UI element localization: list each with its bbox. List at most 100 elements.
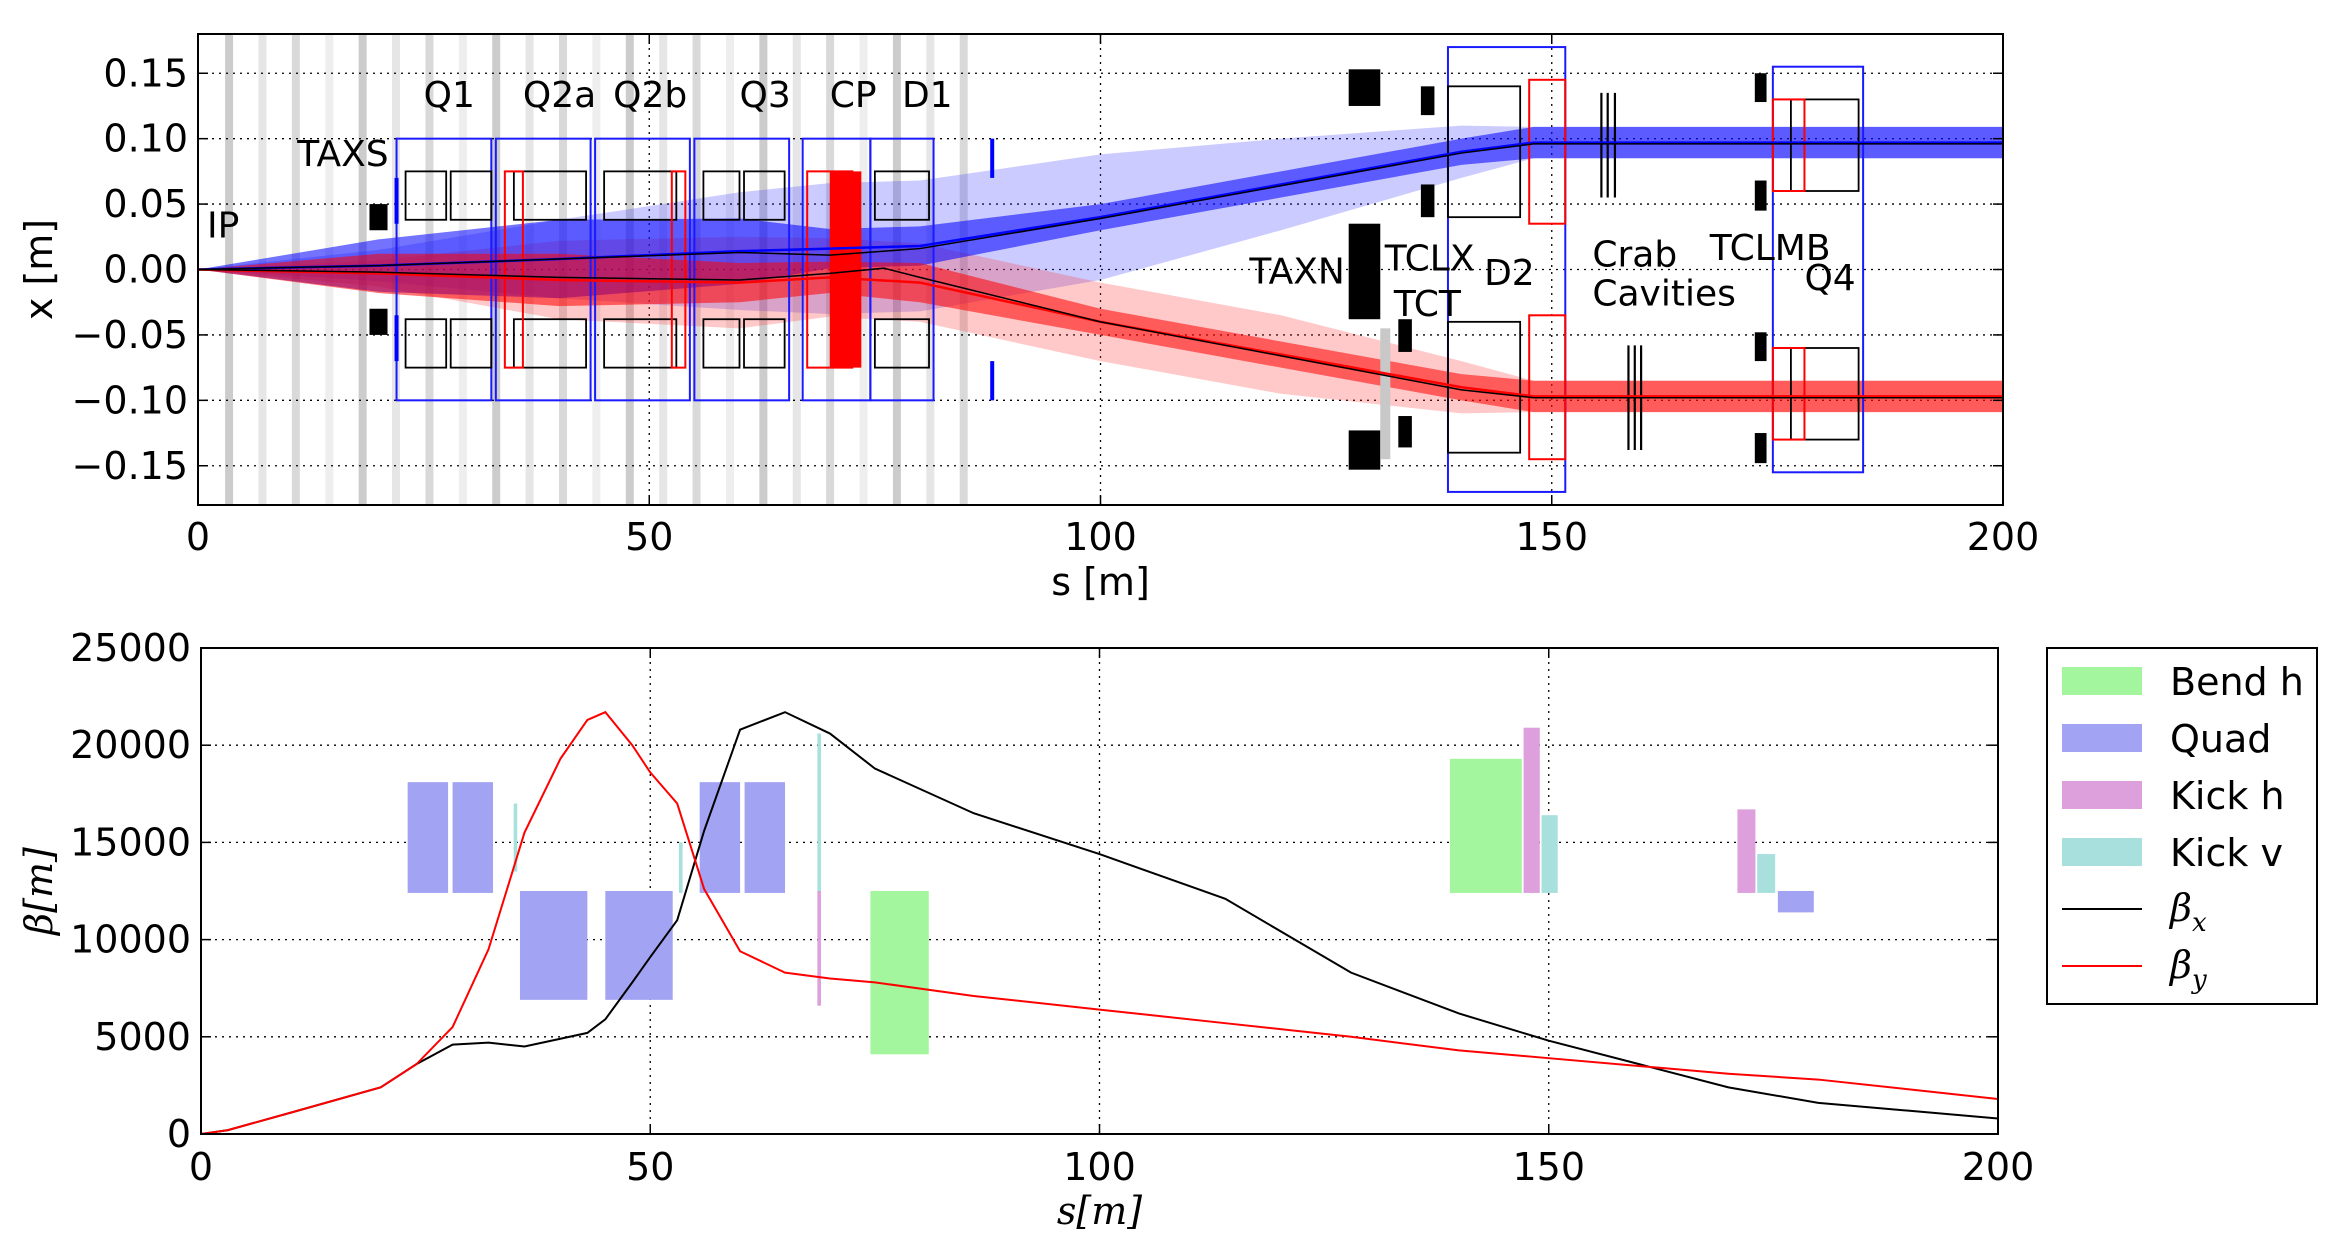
tunnel-band: [959, 34, 968, 505]
legend-swatch: [2062, 838, 2142, 866]
magnet-aperture: [743, 170, 786, 221]
element-label: D1: [902, 75, 953, 116]
magnet-aperture: [1790, 98, 1860, 192]
legend-subscript: y: [2191, 965, 2207, 995]
y-tick-label: 20000: [70, 723, 191, 767]
x-tick-label: 50: [626, 1145, 674, 1189]
legend-frame: [2046, 647, 2318, 1005]
corrector-aperture: [670, 170, 687, 369]
absorber-block: [1420, 184, 1435, 218]
element-patch-kick-v: [817, 733, 821, 893]
absorber-block: [1348, 69, 1381, 106]
element-patch-bend-h: [870, 891, 929, 1055]
y-tick-label: 15000: [70, 820, 191, 864]
magnet-aperture: [449, 170, 493, 221]
y-tick-label: −0.05: [72, 313, 188, 357]
element-label: TCLMB: [1709, 228, 1831, 269]
beam2-reference-orbit: [198, 267, 2003, 399]
magnet-aperture: [603, 170, 678, 221]
y-tick-label: 0.00: [103, 248, 188, 292]
magnet-aperture: [404, 170, 448, 221]
element-patch-bend-h: [1449, 758, 1522, 893]
absorber-block: [1398, 416, 1412, 448]
magnet-aperture: [702, 170, 741, 221]
y-tick-label: 5000: [94, 1015, 191, 1059]
magnet-aperture: [1447, 85, 1522, 219]
x-tick-label: 200: [1967, 515, 2040, 559]
element-patch-kick-v: [1541, 815, 1558, 893]
element-patch-quad: [699, 782, 741, 893]
beam1-reference-orbit: [198, 143, 2003, 271]
y-tick-label: −0.15: [72, 444, 188, 488]
element-label: TAXS: [296, 134, 388, 175]
element-patch-quad: [605, 891, 673, 1000]
legend-subscript: x: [2192, 908, 2207, 938]
corrector-aperture: [1528, 78, 1567, 225]
magnet-aperture: [873, 318, 930, 369]
corrector-aperture: [1771, 98, 1806, 192]
element-label: Q2a: [523, 75, 596, 116]
beta-function-plot: 0 50 100 150 200 0 5000 10000 15000 20000 25000 s[m…: [17, 626, 2318, 1233]
element-patch-kick-h: [817, 891, 821, 1006]
legend-label: Bend h: [2170, 660, 2304, 704]
absorber-block: [369, 308, 388, 335]
x-tick-label: 0: [186, 515, 210, 559]
absorber-block: [1420, 86, 1435, 116]
element-label: TAXN: [1248, 252, 1344, 293]
x-tick-label: 150: [1512, 1145, 1585, 1189]
element-patch-kick-h: [1523, 727, 1540, 893]
element-patch-quad: [452, 782, 494, 893]
beam2-envelope: [198, 253, 2003, 413]
element-enclosure: [693, 137, 791, 402]
legend-swatch: [2062, 724, 2142, 752]
magnet-aperture: [873, 170, 930, 221]
y-tick-label: −0.10: [72, 378, 188, 422]
element-label: D2: [1484, 253, 1535, 294]
element-patch-kick-v: [513, 803, 518, 872]
absorber-block: [1754, 73, 1767, 103]
magnet-aperture: [404, 318, 448, 369]
element-enclosure: [1446, 46, 1567, 493]
y-tick-label: 0.05: [103, 182, 188, 226]
element-label: IP: [207, 206, 239, 247]
element-label: TCT: [1393, 284, 1462, 325]
element-label: TCLX: [1384, 238, 1475, 279]
magnet-aperture: [512, 170, 587, 221]
element-label: Cavities: [1592, 274, 1736, 315]
element-label: Q1: [424, 75, 475, 116]
element-label: Q2b: [613, 75, 687, 116]
element-label: Q3: [740, 75, 791, 116]
element-enclosure: [1771, 65, 1865, 474]
element-enclosure: [395, 137, 493, 402]
magnet-aperture: [449, 318, 493, 369]
element-label: Q4: [1804, 258, 1855, 299]
plot-area: [198, 34, 2003, 505]
corrector-aperture: [503, 170, 524, 369]
absorber-block: [1754, 180, 1767, 211]
element-patch-kick-v: [679, 842, 683, 893]
absorber-block: [1754, 332, 1767, 362]
legend-swatch: [2062, 667, 2142, 695]
y-tick-label: 10000: [70, 918, 191, 962]
element-patch-quad: [744, 782, 786, 893]
y-axis-label: x [m]: [17, 219, 61, 320]
y-tick-label: 25000: [70, 626, 191, 670]
x-tick-label: 0: [189, 1145, 213, 1189]
legend-label: Kick h: [2170, 774, 2285, 818]
plot-area: [201, 648, 1998, 1134]
absorber-block: [1348, 430, 1381, 470]
element-enclosure: [494, 137, 592, 402]
absorber-block: [369, 204, 388, 231]
magnet-aperture: [512, 318, 587, 369]
y-tick-label: 0.15: [103, 51, 188, 95]
legend-label: Quad: [2170, 717, 2271, 761]
orbit-plot: IP TAXS Q1 Q2a Q2b Q3 CP D1 TAXN TCLX TCT D2 CrabCav…: [17, 33, 2040, 604]
magnet-aperture: [743, 318, 786, 369]
legend-label: βy: [2168, 943, 2207, 995]
x-tick-label: 100: [1064, 515, 1137, 559]
beam2-orbit: [198, 268, 2003, 398]
legend-swatch: [2062, 781, 2142, 809]
element-patch-kick-h: [1737, 809, 1756, 893]
